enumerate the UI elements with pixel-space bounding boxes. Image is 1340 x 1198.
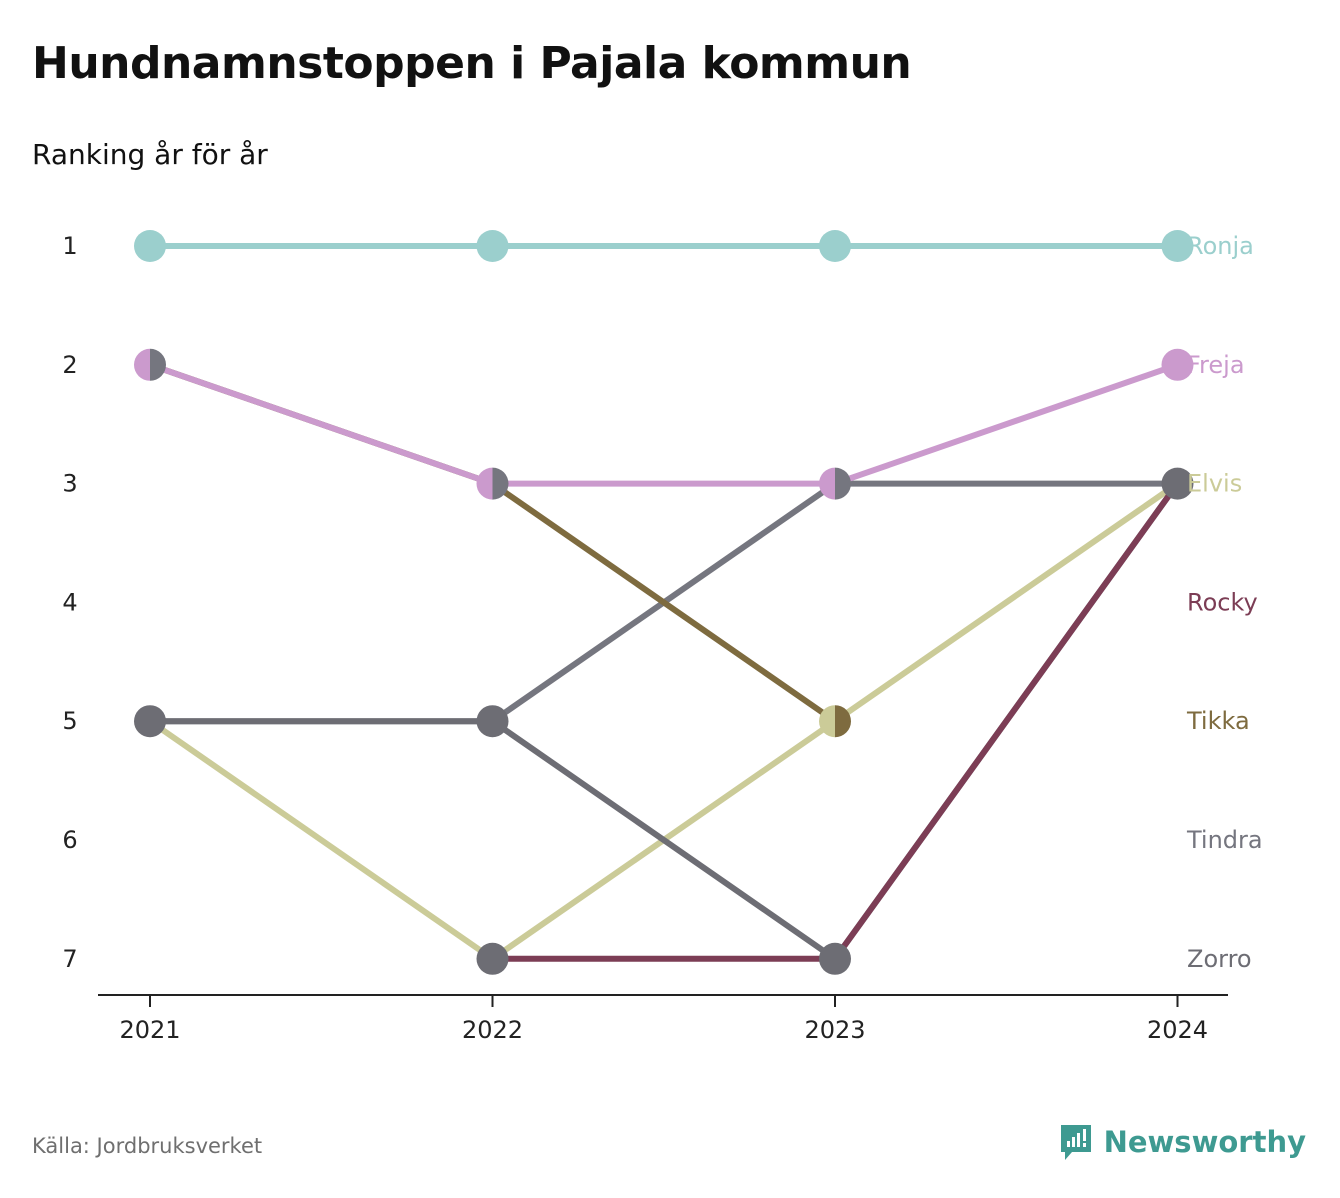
point-2023-rank-3-right-half — [835, 467, 851, 500]
series-end-labels: Ronja Freja Elvis Rocky Tikka Tindra Zorro — [1186, 232, 1263, 973]
chart-subtitle: Ranking år för år — [32, 138, 268, 171]
point-2021-rank-2-left-half — [134, 348, 150, 381]
point-2021-rank-1 — [134, 230, 166, 262]
point-2021-rank-2-right-half — [150, 348, 166, 381]
point-2022-rank-7 — [476, 942, 509, 975]
x-tick-label-2024: 2024 — [1147, 1016, 1208, 1044]
point-2022-rank-3-right-half — [492, 467, 509, 500]
y-tick-label-2: 2 — [62, 351, 77, 379]
y-tick-label-6: 6 — [62, 826, 77, 854]
point-2023-rank-7 — [819, 942, 851, 975]
series-label-elvis: Elvis — [1187, 470, 1242, 498]
y-tick-label-7: 7 — [62, 945, 77, 973]
series-line-tikka — [149, 361, 837, 724]
x-tick-label-2021: 2021 — [119, 1016, 180, 1044]
point-2022-rank-1 — [476, 230, 509, 262]
series-label-tindra: Tindra — [1186, 826, 1263, 854]
point-2023-rank-3-left-half — [819, 467, 835, 500]
newsworthy-logo-icon — [1060, 1125, 1091, 1160]
point-2023-rank-1 — [819, 230, 851, 262]
series-line-freja — [149, 361, 1179, 487]
point-2024-rank-3 — [1161, 467, 1194, 500]
point-2024-rank-2 — [1161, 348, 1194, 381]
x-tick-label-2022: 2022 — [462, 1016, 523, 1044]
y-tick-label-3: 3 — [62, 470, 77, 498]
chart-title: Hundnamnstoppen i Pajala kommun — [32, 38, 912, 89]
source-note: Källa: Jordbruksverket — [32, 1134, 263, 1158]
point-2022-rank-3-left-half — [476, 467, 493, 500]
series-lines — [148, 243, 1180, 962]
point-2023-rank-5-left-half — [819, 705, 835, 738]
point-2021-rank-5 — [134, 705, 166, 738]
y-tick-label-1: 1 — [62, 232, 77, 260]
series-line-zorro — [150, 481, 1180, 962]
series-points — [134, 230, 1194, 975]
series-label-zorro: Zorro — [1187, 945, 1252, 973]
y-tick-label-5: 5 — [62, 707, 77, 735]
series-label-tikka: Tikka — [1186, 707, 1250, 735]
point-2024-rank-1 — [1161, 230, 1194, 262]
point-2022-rank-5 — [476, 705, 509, 738]
series-label-freja: Freja — [1187, 351, 1245, 379]
y-tick-label-4: 4 — [62, 588, 77, 616]
series-label-rocky: Rocky — [1187, 588, 1258, 616]
series-label-ronja: Ronja — [1187, 232, 1254, 260]
brand-logo: Newsworthy — [1058, 1122, 1306, 1162]
brand-name: Newsworthy — [1103, 1125, 1306, 1159]
point-2023-rank-5-right-half — [835, 705, 851, 738]
axis-ticks: 1 2 3 4 5 6 7 2021 2022 2023 2024 — [62, 232, 1208, 1044]
x-tick-label-2023: 2023 — [804, 1016, 865, 1044]
